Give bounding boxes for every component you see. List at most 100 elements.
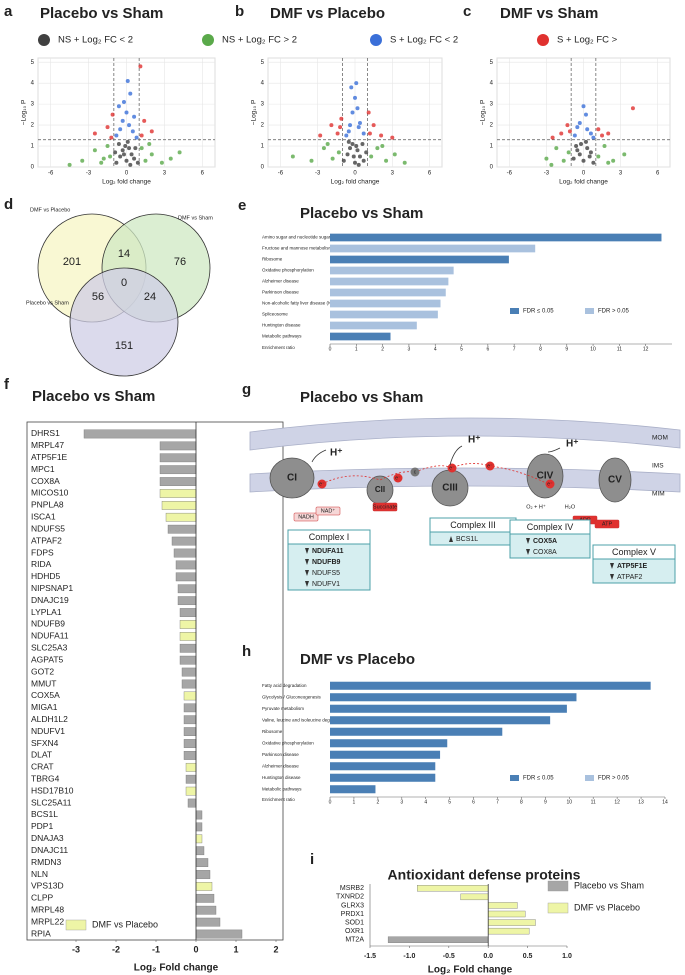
category-label: Huntington disease bbox=[262, 323, 301, 328]
venn-count: 201 bbox=[63, 256, 81, 268]
point bbox=[369, 154, 374, 159]
x-tick-label: 11 bbox=[591, 799, 596, 805]
x-tick-label: 6 bbox=[472, 799, 475, 805]
x-tick-label: -6 bbox=[48, 171, 54, 177]
panel-label: c bbox=[463, 3, 471, 20]
category-label: PDP1 bbox=[31, 821, 53, 831]
bar bbox=[330, 785, 376, 794]
point bbox=[606, 160, 611, 165]
point bbox=[290, 154, 295, 159]
point bbox=[596, 154, 601, 159]
panel-label: i bbox=[310, 851, 314, 868]
x-axis-label: Log₂ Fold change bbox=[134, 963, 219, 974]
venn-count: 56 bbox=[92, 291, 104, 303]
category-label: SOD1 bbox=[345, 919, 364, 926]
legend-label: DMF vs Placebo bbox=[574, 902, 640, 912]
point bbox=[574, 144, 579, 149]
electron bbox=[317, 479, 327, 489]
point bbox=[602, 144, 607, 149]
point bbox=[149, 129, 154, 134]
y-tick-label: 4 bbox=[31, 81, 35, 87]
x-tick-label: 5 bbox=[460, 346, 463, 352]
category-label: SLC25A3 bbox=[31, 643, 68, 653]
direction-arrow bbox=[526, 549, 530, 555]
direction-arrow bbox=[305, 548, 309, 554]
venn-set bbox=[69, 267, 179, 377]
x-tick-label: -6 bbox=[278, 171, 284, 177]
x-tick-label: -3 bbox=[86, 171, 92, 177]
point bbox=[123, 144, 128, 149]
point bbox=[348, 146, 353, 151]
pathway-label: ATP bbox=[602, 521, 613, 527]
bar bbox=[179, 643, 197, 653]
x-tick-label: 12 bbox=[614, 799, 620, 805]
x-tick-label: -0.5 bbox=[443, 953, 455, 960]
point bbox=[577, 152, 582, 157]
category-label: Metabolic pathways bbox=[262, 334, 302, 339]
gene-label: BCS1L bbox=[456, 536, 478, 543]
point bbox=[132, 156, 137, 161]
bar bbox=[330, 750, 441, 759]
point bbox=[549, 162, 554, 167]
category-label: MSRB2 bbox=[340, 885, 364, 892]
y-tick-label: 5 bbox=[261, 60, 265, 66]
x-tick-label: 3 bbox=[391, 171, 395, 177]
category-label: TBRG4 bbox=[31, 774, 60, 784]
category-label: Parkinson disease bbox=[262, 752, 299, 757]
x-tick-label: 6 bbox=[428, 171, 432, 177]
label-box bbox=[293, 512, 319, 522]
bar bbox=[330, 716, 551, 725]
bar bbox=[179, 608, 197, 617]
electron-label: e⁻ bbox=[395, 475, 401, 481]
point bbox=[134, 135, 139, 140]
proton-arrow bbox=[311, 449, 327, 463]
y-axis-label: −Log₁₀ P bbox=[480, 100, 487, 126]
point bbox=[356, 162, 361, 167]
legend-swatch bbox=[547, 880, 569, 892]
legend-swatch bbox=[510, 308, 519, 314]
point bbox=[345, 152, 350, 157]
gene-label: COX5A bbox=[533, 538, 557, 545]
point bbox=[402, 160, 407, 165]
point bbox=[105, 144, 110, 149]
venn-set-label: DMF vs Placebo bbox=[30, 207, 70, 213]
x-tick-label: 0 bbox=[353, 171, 357, 177]
bar bbox=[330, 762, 436, 771]
y-tick-label: 4 bbox=[261, 81, 265, 87]
x-tick-label: 1 bbox=[233, 944, 238, 954]
point bbox=[159, 160, 164, 165]
point bbox=[581, 104, 586, 109]
category-label: COX5A bbox=[31, 690, 60, 700]
gene-label: ATPAF2 bbox=[617, 574, 643, 581]
x-tick-label: 2 bbox=[376, 799, 379, 805]
x-tick-label: 1.0 bbox=[562, 953, 572, 960]
bar bbox=[177, 584, 197, 594]
point bbox=[357, 154, 362, 159]
point bbox=[92, 131, 97, 136]
x-tick-label: -3 bbox=[315, 171, 321, 177]
point bbox=[147, 141, 152, 146]
bar bbox=[185, 786, 197, 796]
chart-title: Placebo vs Sham bbox=[32, 388, 155, 405]
bar bbox=[195, 882, 213, 891]
pathway-label: NADH bbox=[298, 514, 314, 520]
electron bbox=[545, 479, 555, 489]
category-label: PRDX1 bbox=[341, 911, 364, 918]
legend-label: FDR ≤ 0.05 bbox=[523, 776, 554, 782]
y-tick-label: 3 bbox=[261, 102, 265, 108]
y-tick-label: 1 bbox=[31, 144, 35, 150]
category-label: OXR1 bbox=[345, 928, 364, 935]
point bbox=[360, 141, 365, 146]
category-label: SFXN4 bbox=[31, 738, 59, 748]
bar bbox=[171, 536, 197, 546]
label-box bbox=[594, 519, 620, 529]
bar bbox=[185, 774, 197, 784]
gene-label: NDUFB9 bbox=[312, 559, 340, 566]
y-tick-label: 4 bbox=[490, 81, 494, 87]
point bbox=[571, 156, 576, 161]
category-label: RIDA bbox=[31, 559, 52, 569]
bar bbox=[159, 489, 197, 498]
point bbox=[114, 160, 119, 165]
y-tick-label: 0 bbox=[31, 165, 35, 171]
x-tick-label: 0 bbox=[329, 799, 332, 805]
